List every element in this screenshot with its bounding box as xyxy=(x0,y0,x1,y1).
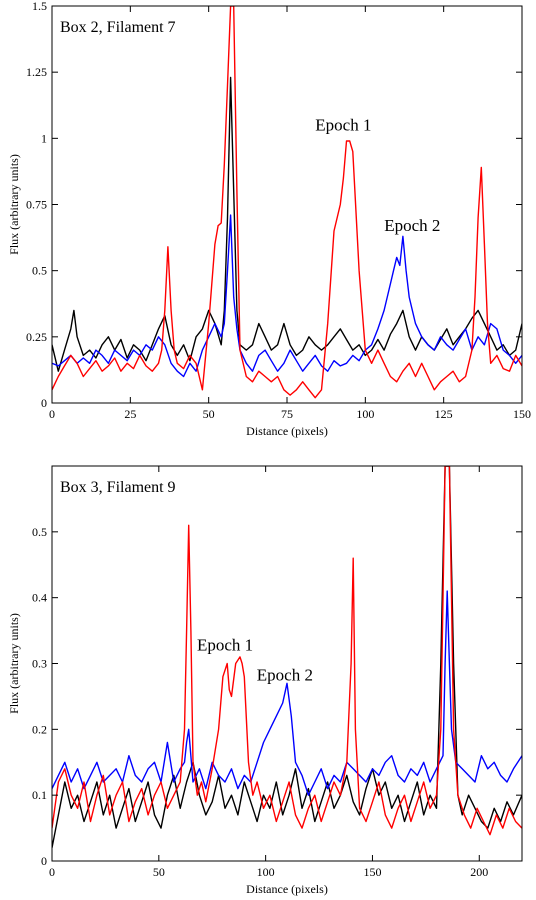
x-tick-label: 50 xyxy=(203,407,215,421)
plot-area xyxy=(52,466,522,848)
x-tick-label: 150 xyxy=(363,865,381,879)
annotation-label: Epoch 1 xyxy=(197,635,253,654)
y-tick-label: 0.4 xyxy=(32,591,47,605)
y-tick-label: 0.5 xyxy=(32,525,47,539)
y-tick-label: 0 xyxy=(41,396,47,410)
series-line-2 xyxy=(52,466,522,836)
y-axis-title: Flux (arbitrary units) xyxy=(7,613,21,714)
annotation-label: Epoch 2 xyxy=(257,666,313,685)
series-line-1 xyxy=(52,214,522,378)
series-line-2 xyxy=(52,6,522,399)
panel-box2-filament7: 0 25 50 75 100 125 150 0 0.25 0.5 0.75 1 1.25 1.5 Dist… xyxy=(7,0,531,438)
y-tick-label: 1 xyxy=(41,131,47,145)
x-tick-label: 25 xyxy=(124,407,136,421)
y-tick-label: 0.1 xyxy=(32,788,47,802)
x-tick-label: 75 xyxy=(281,407,293,421)
panel-box3-filament9: 0 50 100 150 200 0 0.1 0.2 0.3 0.4 0.5 Distance (pi… xyxy=(7,465,523,896)
x-tick-label: 200 xyxy=(470,865,488,879)
annotation-label: Epoch 2 xyxy=(384,216,440,235)
x-tick-label: 0 xyxy=(49,407,55,421)
x-tick-label: 0 xyxy=(49,865,55,879)
y-tick-label: 1.5 xyxy=(32,0,47,13)
y-tick-label: 0.2 xyxy=(32,722,47,736)
y-tick-label: 0.75 xyxy=(26,198,47,212)
x-axis-title: Distance (pixels) xyxy=(246,424,328,438)
y-tick-label: 0.5 xyxy=(32,264,47,278)
annotation-label: Epoch 1 xyxy=(315,115,371,134)
plot-area xyxy=(52,6,522,399)
series-line-1 xyxy=(52,590,522,796)
y-axis-title: Flux (arbitrary units) xyxy=(7,154,21,255)
panel-title: Box 3, Filament 9 xyxy=(60,479,176,496)
y-tick-label: 0.3 xyxy=(32,657,47,671)
x-tick-label: 125 xyxy=(435,407,453,421)
x-tick-label: 100 xyxy=(257,865,275,879)
x-tick-label: 50 xyxy=(153,865,165,879)
x-axis-title: Distance (pixels) xyxy=(246,882,328,896)
series-line-0 xyxy=(52,76,522,372)
panel-title: Box 2, Filament 7 xyxy=(60,19,176,36)
y-tick-label: 0.25 xyxy=(26,330,47,344)
y-tick-label: 0 xyxy=(41,854,47,868)
y-tick-label: 1.25 xyxy=(26,65,47,79)
x-tick-label: 150 xyxy=(513,407,531,421)
x-tick-label: 100 xyxy=(356,407,374,421)
